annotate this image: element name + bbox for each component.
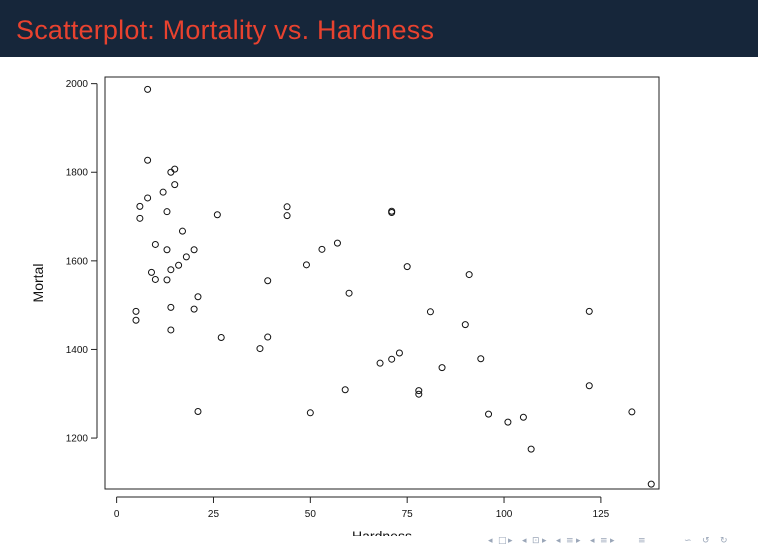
data-point	[477, 355, 485, 363]
data-point	[318, 245, 326, 253]
nav-symbol[interactable]: ◂	[556, 536, 561, 546]
data-point	[167, 326, 175, 334]
x-tick-label: 75	[402, 509, 414, 520]
data-point	[159, 188, 167, 196]
y-tick-label: 1400	[66, 345, 89, 356]
data-point	[647, 480, 655, 488]
data-point	[341, 386, 349, 394]
x-tick-label: 25	[208, 509, 220, 520]
data-point	[213, 211, 221, 219]
data-point	[132, 307, 140, 315]
nav-symbol[interactable]: ▸	[610, 536, 615, 546]
nav-symbol[interactable]: ◂	[488, 536, 493, 546]
slide-title: Scatterplot: Mortality vs. Hardness	[16, 15, 435, 45]
data-point	[345, 289, 353, 297]
nav-symbol[interactable]: ◂	[522, 536, 527, 546]
data-point	[415, 387, 423, 395]
data-point	[163, 276, 171, 284]
x-tick-label: 0	[114, 509, 120, 520]
data-points	[132, 85, 655, 488]
data-point	[167, 303, 175, 311]
data-point	[190, 305, 198, 313]
data-point	[519, 413, 527, 421]
y-axis-label: Mortal	[30, 264, 46, 303]
x-axis: 0 25 50 75 100 125	[114, 496, 610, 520]
data-point	[426, 308, 434, 316]
data-point	[144, 85, 152, 93]
data-point	[438, 364, 446, 372]
data-point	[163, 246, 171, 254]
x-tick-label: 100	[496, 509, 513, 520]
data-point	[190, 246, 198, 254]
data-point	[485, 410, 493, 418]
slide-navigation-bar: ◂ □ ▸ ◂ ⊡ ▸ ◂ ≡ ▸ ◂ ≡ ▸ ≡ ∽ ↺ ↻	[488, 536, 750, 546]
data-point	[585, 382, 593, 390]
data-point	[136, 214, 144, 222]
data-point	[264, 333, 272, 341]
nav-symbol[interactable]: ↺	[702, 536, 710, 546]
data-point	[217, 333, 225, 341]
x-tick-label: 125	[593, 509, 610, 520]
data-point	[415, 390, 423, 398]
data-point	[163, 208, 171, 216]
nav-symbol[interactable]: ▸	[576, 536, 581, 546]
data-point	[283, 203, 291, 211]
x-tick-label: 50	[305, 509, 317, 520]
data-point	[256, 345, 264, 353]
slide-header: Scatterplot: Mortality vs. Hardness	[0, 0, 758, 57]
data-point	[403, 263, 411, 271]
data-point	[306, 409, 314, 417]
data-point	[388, 355, 396, 363]
data-point	[144, 156, 152, 164]
y-axis: 1200 1400 1600 1800 2000	[66, 79, 98, 445]
data-point	[167, 168, 175, 176]
y-tick-label: 1600	[66, 256, 89, 267]
x-axis-label: Hardness	[352, 528, 412, 536]
y-tick-label: 2000	[66, 79, 89, 90]
data-point	[302, 261, 310, 269]
data-point	[171, 181, 179, 189]
nav-symbol[interactable]: ↻	[720, 536, 728, 546]
data-point	[388, 209, 396, 217]
data-point	[132, 316, 140, 324]
data-point	[395, 349, 403, 357]
nav-symbol[interactable]: ≡	[566, 536, 574, 546]
data-point	[151, 240, 159, 248]
data-point	[333, 239, 341, 247]
data-point	[178, 227, 186, 235]
data-point	[182, 253, 190, 261]
y-tick-label: 1800	[66, 168, 89, 179]
data-point	[527, 445, 535, 453]
nav-symbol[interactable]: ◂	[590, 536, 595, 546]
data-point	[585, 307, 593, 315]
nav-symbol[interactable]: ≡	[638, 536, 646, 546]
scatter-chart: 0 25 50 75 100 125 1200 1400 1600 1800 2000 Hardn…	[30, 76, 660, 536]
data-point	[194, 293, 202, 301]
nav-symbol[interactable]: □	[498, 536, 507, 546]
data-point	[376, 359, 384, 367]
data-point	[628, 408, 636, 416]
nav-symbol[interactable]: ≡	[600, 536, 608, 546]
data-point	[175, 261, 183, 269]
data-point	[283, 212, 291, 220]
data-point	[147, 268, 155, 276]
data-point	[461, 321, 469, 329]
data-point	[264, 277, 272, 285]
data-point	[194, 407, 202, 415]
plot-frame	[104, 76, 660, 490]
data-point	[504, 418, 512, 426]
data-point	[171, 165, 179, 173]
y-tick-label: 1200	[66, 434, 89, 445]
nav-symbol[interactable]: ▸	[542, 536, 547, 546]
data-point	[136, 202, 144, 210]
nav-symbol[interactable]: ▸	[508, 536, 513, 546]
nav-symbol[interactable]: ⊡	[532, 536, 540, 546]
data-point	[465, 271, 473, 279]
nav-symbol[interactable]: ∽	[684, 536, 692, 546]
data-point	[151, 275, 159, 283]
plot-border	[104, 76, 660, 490]
data-point	[144, 194, 152, 202]
data-point	[167, 266, 175, 274]
